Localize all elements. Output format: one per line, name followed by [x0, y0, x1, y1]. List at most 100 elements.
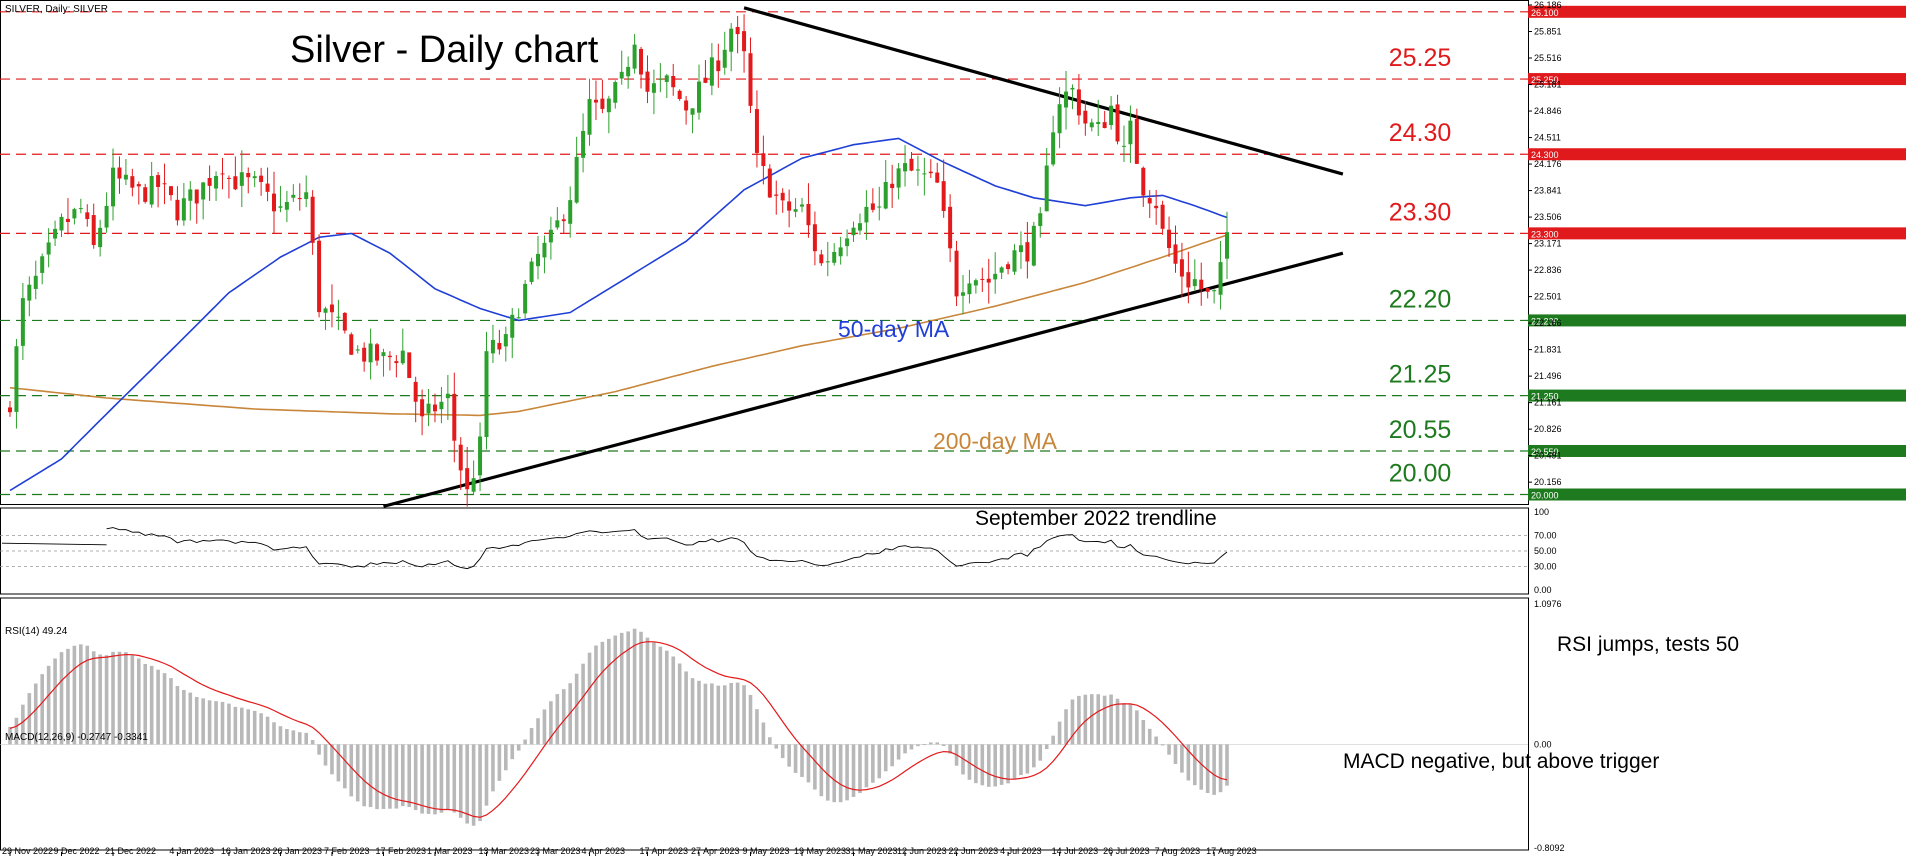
macd-bar [207, 700, 212, 745]
candle [735, 15, 740, 54]
candle [98, 219, 103, 257]
date-tick-label: 27 Apr 2023 [691, 846, 740, 856]
macd-bar [478, 744, 482, 822]
macd-bar [1096, 694, 1101, 745]
candle [143, 183, 148, 204]
candle [233, 156, 238, 191]
macd-bar [291, 730, 296, 745]
macd-bar [716, 685, 721, 745]
candle [581, 113, 586, 173]
macd-bar [124, 652, 128, 745]
price-tick-label: 26.186 [1534, 0, 1562, 10]
candle [46, 228, 51, 268]
date-tick-label: 9 Dec 2022 [54, 846, 100, 856]
date-tick-label: 4 Jul 2023 [1000, 846, 1042, 856]
macd-bar [388, 744, 392, 809]
candle [787, 189, 792, 228]
macd-bar [381, 744, 386, 809]
price-tick-label: 22.836 [1534, 265, 1562, 275]
candle [742, 14, 747, 73]
candle [613, 80, 618, 109]
candle [1121, 125, 1126, 162]
macd-bar [729, 683, 733, 745]
price-tick-label: 23.841 [1534, 186, 1562, 196]
macd-bar [21, 704, 25, 745]
candle [265, 167, 270, 202]
candle [478, 422, 483, 492]
candle [252, 171, 257, 188]
candle [1096, 99, 1101, 137]
level-tag-bg [1528, 148, 1906, 161]
level-tag: 20.000 [1531, 491, 1559, 501]
macd-bar [1199, 744, 1204, 790]
macd-bar [935, 742, 940, 745]
candle [909, 151, 914, 172]
macd-bar [851, 744, 856, 797]
candle [684, 96, 689, 125]
candle [761, 135, 766, 185]
candle [1179, 242, 1184, 298]
candle [452, 372, 457, 463]
macd-bar [130, 655, 135, 745]
candle [413, 376, 418, 423]
candle [329, 284, 334, 328]
macd-bar [523, 739, 527, 745]
candle [323, 306, 328, 330]
macd-bar [555, 694, 560, 745]
candle [104, 192, 109, 233]
macd-bar [439, 744, 444, 813]
macd-bar [471, 744, 476, 826]
candle [639, 46, 644, 89]
macd-bar [278, 726, 283, 745]
candle [426, 388, 431, 427]
candle [600, 79, 605, 114]
candle [523, 280, 528, 319]
candle [574, 136, 579, 204]
macd-bar [265, 716, 270, 745]
trendline-annotation: September 2022 trendline [975, 507, 1217, 530]
macd-bar [1180, 744, 1184, 773]
macd-bar [1122, 703, 1126, 745]
date-tick-label: 4 Apr 2023 [582, 846, 626, 856]
macd-bar [684, 671, 688, 745]
date-tick-label: 13 Mar 2023 [478, 846, 529, 856]
date-tick-label: 21 Dec 2022 [105, 846, 156, 856]
macd-bar [317, 744, 321, 755]
candle [175, 186, 180, 226]
macd-bar [626, 631, 630, 745]
date-tick-label: 17 Aug 2023 [1206, 846, 1257, 856]
price-tick-label: 25.851 [1534, 27, 1562, 37]
candle [870, 188, 875, 213]
macd-bar [774, 744, 779, 749]
macd-bar [297, 732, 302, 745]
macd-bar [310, 740, 315, 745]
candle [832, 243, 837, 266]
macd-bar [349, 744, 354, 797]
level-tag: 21.250 [1531, 392, 1559, 402]
macd-bar [697, 680, 701, 745]
macd-bar [980, 744, 985, 786]
candle [709, 43, 714, 96]
candle [1154, 189, 1159, 225]
macd-bar [825, 744, 830, 801]
rsi-line [106, 527, 1228, 570]
macd-bar [877, 744, 882, 779]
candle [1076, 73, 1081, 125]
candle [136, 181, 141, 205]
level-tag: 24.300 [1531, 150, 1559, 160]
macd-bar [510, 744, 515, 760]
date-tick-label: 7 Feb 2023 [324, 846, 370, 856]
macd-bar [227, 703, 231, 745]
level-label-24-30: 24.30 [1389, 119, 1452, 147]
macd-annotation: MACD negative, but above trigger [1343, 750, 1659, 773]
candle [1115, 94, 1120, 145]
macd-bar [800, 744, 804, 777]
macd-bar [1064, 709, 1068, 745]
level-tag: 23.300 [1531, 229, 1559, 239]
candle [317, 234, 322, 318]
macd-bar [194, 697, 199, 745]
macd-panel [0, 628, 1528, 826]
price-tick-label: 24.846 [1534, 106, 1562, 116]
candle [883, 159, 888, 210]
macd-bar [98, 654, 102, 745]
